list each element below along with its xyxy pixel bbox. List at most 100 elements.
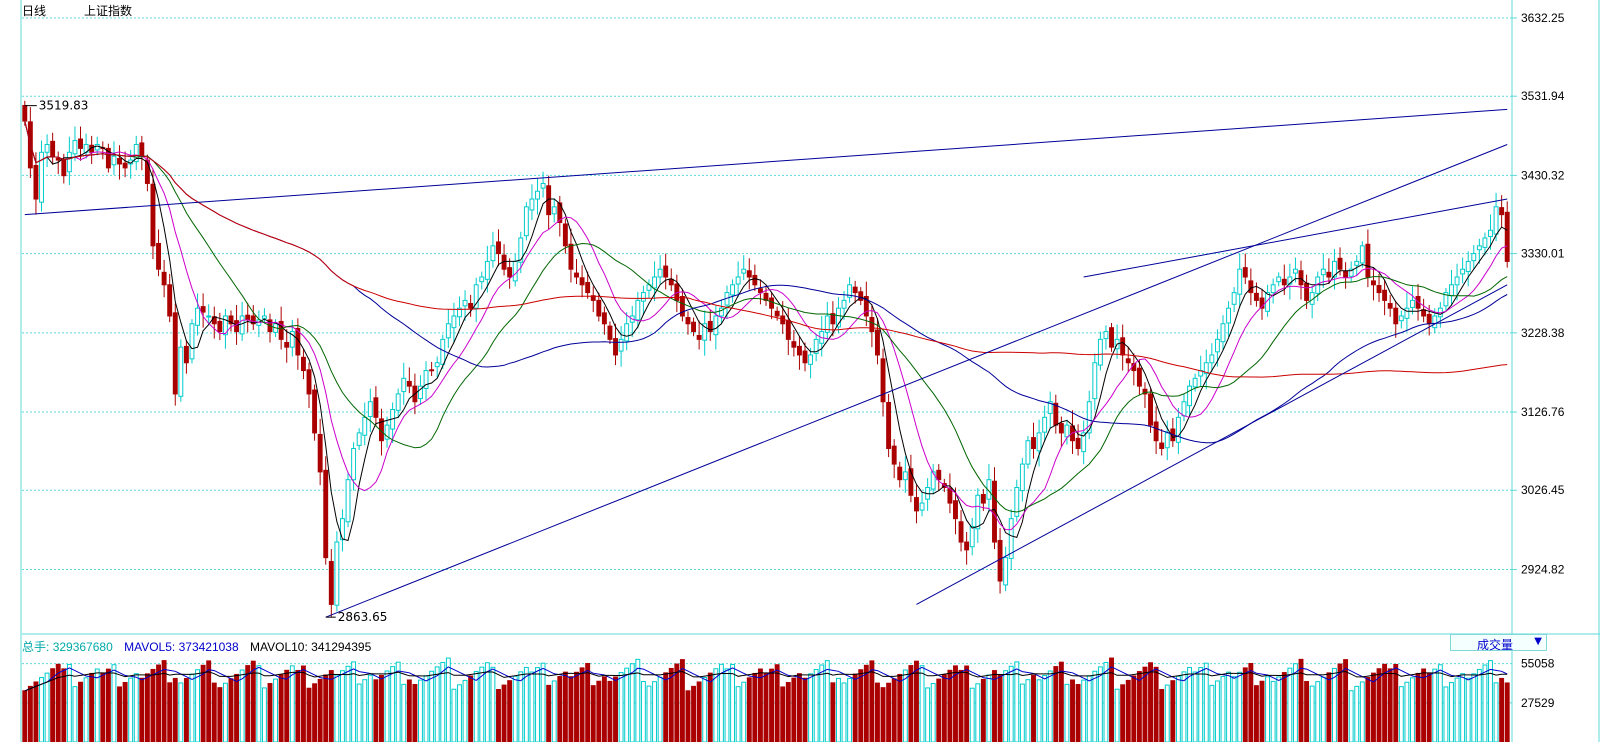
volume-bar: [418, 679, 423, 742]
candle-body: [1248, 280, 1254, 294]
volume-bar: [490, 666, 496, 742]
candle-body: [718, 307, 724, 317]
candle-body: [1053, 402, 1059, 426]
volume-bar: [78, 681, 83, 742]
volume-bar: [1404, 681, 1410, 742]
volume-bar: [919, 665, 925, 742]
volume-bar: [992, 670, 997, 742]
candle-body: [1175, 416, 1181, 443]
candle-body: [796, 345, 802, 356]
volume-bar: [618, 672, 624, 742]
candle-body: [122, 162, 128, 169]
volume-bar: [847, 678, 853, 742]
volume-bar: [395, 661, 401, 742]
candle-body: [791, 341, 797, 348]
volume-bar: [1471, 673, 1477, 742]
volume-bar: [540, 662, 546, 742]
ma120-line: [24, 120, 1508, 378]
candle-body: [61, 158, 67, 177]
candle-body: [596, 299, 602, 317]
candle-body: [217, 320, 223, 333]
candle-body: [1471, 253, 1477, 262]
candle-body: [1504, 211, 1510, 262]
candle-body: [189, 323, 195, 360]
candle-body: [568, 243, 574, 270]
candle-body: [1304, 282, 1310, 301]
volume-bar: [613, 676, 618, 742]
y-tick-label: 3228.38: [1521, 326, 1565, 340]
volume-bar: [1304, 681, 1310, 742]
candle-body: [897, 466, 903, 481]
candle-body: [1159, 442, 1165, 450]
volume-bar: [512, 675, 518, 742]
volume-bar: [496, 689, 501, 742]
volume-bar: [273, 678, 279, 742]
volume-bar: [1443, 686, 1449, 742]
volume-bar: [1270, 680, 1276, 742]
volume-bar: [1259, 680, 1265, 742]
candle-body: [1482, 237, 1488, 248]
candle-body: [167, 284, 173, 317]
candle-body: [1476, 245, 1482, 251]
volume-bar: [83, 677, 89, 742]
volume-bar: [562, 671, 568, 742]
candle-body: [1109, 327, 1114, 348]
candle-body: [953, 500, 958, 520]
candle-body: [139, 142, 145, 157]
volume-bar: [1499, 677, 1505, 742]
candle-body: [429, 369, 435, 372]
candle-body: [323, 469, 329, 559]
candle-body: [652, 276, 657, 289]
candle-body: [66, 151, 72, 173]
volume-bar: [1159, 689, 1165, 742]
volume-bar: [379, 674, 384, 742]
indicator-select[interactable]: 成交量 ▼: [1450, 634, 1547, 652]
volume-bar: [479, 666, 485, 742]
candle-body: [178, 346, 184, 397]
candle-body: [830, 313, 836, 325]
ma20-line: [24, 120, 1508, 513]
volume-bar: [947, 669, 953, 742]
candle-body: [902, 471, 908, 481]
volume-bar: [1103, 661, 1109, 742]
volume-bar: [1031, 674, 1036, 742]
candle-body: [1398, 315, 1404, 322]
candle-body: [551, 206, 557, 215]
candle-body: [1153, 421, 1159, 442]
volume-bar: [1237, 671, 1243, 742]
candle-body: [601, 312, 607, 325]
volume-bar: [796, 673, 802, 742]
candle-body: [1393, 307, 1399, 325]
candle-body: [852, 286, 858, 294]
candle-body: [1209, 354, 1215, 364]
volume-bar: [1198, 667, 1204, 742]
candle-body: [423, 370, 429, 389]
volume-bar: [133, 673, 139, 742]
volume-bar: [1214, 680, 1220, 742]
candle-body: [992, 480, 997, 543]
candle-body: [245, 314, 251, 321]
volume-bar: [936, 678, 942, 742]
volume-bar: [1320, 676, 1326, 742]
y-tick-label: 3531.94: [1521, 89, 1565, 103]
chevron-down-icon[interactable]: ▼: [1534, 636, 1542, 647]
volume-bar: [423, 675, 429, 742]
candle-body: [278, 320, 284, 340]
candle-body: [183, 345, 189, 364]
candle-body: [133, 143, 139, 163]
candle-body: [306, 369, 312, 395]
volume-bar: [144, 673, 150, 742]
volume-bar: [434, 666, 440, 742]
candle-body: [735, 276, 741, 285]
candle-body: [496, 241, 501, 255]
candle-body: [964, 541, 970, 551]
candle-body: [1298, 270, 1304, 286]
volume-bar: [1454, 677, 1460, 742]
volume-bar: [601, 676, 607, 742]
candle-body: [891, 445, 897, 465]
volume-bar: [1476, 668, 1482, 742]
period-label[interactable]: 日线: [22, 4, 47, 18]
volume-bar: [1432, 668, 1438, 742]
